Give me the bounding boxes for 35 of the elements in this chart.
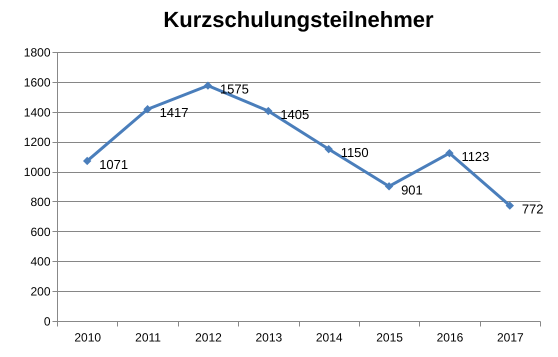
y-tick-label: 1800 [24,46,51,60]
y-tick-label: 800 [30,194,51,209]
y-tick-label: 1200 [24,135,51,150]
data-label: 901 [401,182,423,198]
x-tick-label: 2013 [255,330,282,344]
x-tick-label: 2015 [376,330,404,344]
x-tick-label: 2012 [195,330,222,344]
point [384,182,394,191]
x-tick-label: 2011 [135,330,162,344]
y-tick-label: 1000 [24,165,51,180]
x-tick-label: 2016 [436,330,464,344]
y-tick-label: 0 [44,314,51,328]
chart-title: Kurzschulungsteilnehmer [163,7,434,32]
data-label: 772 [522,202,544,217]
y-tick-label: 1600 [24,75,51,90]
data-label: 1150 [340,145,369,160]
point [445,148,454,158]
point [506,201,514,210]
y-tick-label: 600 [30,224,51,239]
x-tick-label: 2017 [496,330,524,344]
data-label: 1417 [160,105,188,120]
point [324,144,333,154]
data-label: 1071 [99,156,128,172]
x-tick-label: 2014 [316,330,343,344]
data-label: 1575 [220,82,249,97]
point [83,156,92,166]
point [204,81,212,90]
y-tick-label: 400 [30,254,51,269]
y-tick-label: 200 [30,284,51,299]
y-tick-label: 1400 [24,105,51,120]
data-label: 1123 [461,149,490,164]
x-tick-label: 2010 [74,330,102,344]
point [143,105,152,114]
data-label: 1405 [280,107,310,122]
point [264,106,272,116]
